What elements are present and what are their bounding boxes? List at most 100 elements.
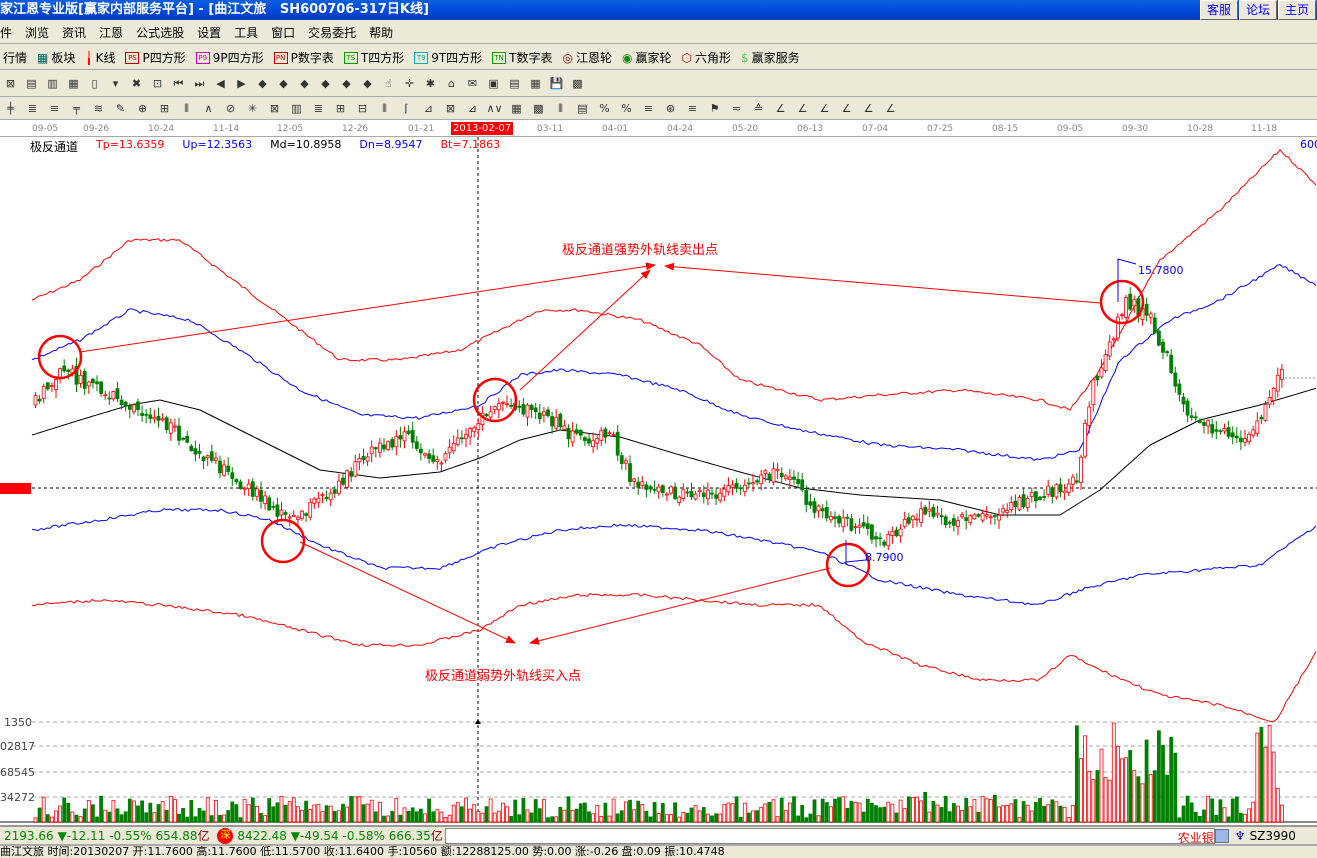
toolbar-button[interactable]: T9 9T四方形	[414, 49, 482, 66]
tool-icon[interactable]: ⊡	[152, 77, 163, 90]
tool-icon[interactable]: ╪	[7, 102, 14, 115]
tool-icon[interactable]: ✛	[404, 77, 415, 90]
tool-icon[interactable]: ▩	[533, 102, 544, 115]
scroll-news-box[interactable]: 农业银	[444, 827, 1215, 845]
tool-icon[interactable]: ▣	[488, 77, 499, 90]
toolbar-button[interactable]: TN T数字表	[492, 49, 553, 66]
tool-icon[interactable]: ⊠	[269, 102, 280, 115]
menu-item[interactable]: 资讯	[62, 26, 87, 40]
tool-icon[interactable]: ∧∨	[486, 102, 503, 115]
volume-bar	[1239, 812, 1243, 823]
tool-icon[interactable]: ⊠	[445, 102, 456, 115]
tool-icon[interactable]: ⊘	[225, 102, 236, 115]
tool-icon[interactable]: ◆	[300, 77, 309, 90]
tool-icon[interactable]: ⦀	[382, 102, 387, 115]
tool-icon[interactable]: ◆	[258, 77, 267, 90]
tool-icon[interactable]: ⊞	[335, 102, 346, 115]
tool-icon[interactable]: ≂	[731, 102, 742, 115]
tool-icon[interactable]: ◆	[321, 77, 330, 90]
toolbar-button[interactable]: 行情	[0, 49, 27, 66]
tool-icon[interactable]: 💾	[549, 77, 564, 90]
tool-icon[interactable]: ▦	[530, 77, 541, 90]
tool-icon[interactable]: ≡	[687, 102, 698, 115]
tool-icon[interactable]: ⚑	[709, 102, 720, 115]
tool-icon[interactable]: ☝	[385, 77, 392, 90]
homepage-button[interactable]: 主页	[1278, 0, 1316, 20]
tool-icon[interactable]: %	[599, 102, 610, 115]
tool-icon[interactable]: ◀	[216, 77, 225, 90]
menu-item[interactable]: 江恩	[99, 26, 124, 40]
tool-icon[interactable]: ∠	[885, 102, 896, 115]
tool-icon[interactable]: ╤	[73, 102, 80, 115]
tool-icon[interactable]: ≙	[753, 102, 764, 115]
toolbar-button[interactable]: ◉ 赢家轮	[622, 49, 672, 66]
tool-icon[interactable]: ⊞	[159, 102, 170, 115]
toolbar-button[interactable]: ⬡ 六角形	[682, 49, 732, 66]
tool-icon[interactable]: ⊿	[467, 102, 478, 115]
menu-item[interactable]: 浏览	[25, 26, 50, 40]
tool-icon[interactable]: ▥	[291, 102, 302, 115]
tool-icon[interactable]: ◆	[279, 77, 288, 90]
toolbar-button[interactable]: P9 9P四方形	[195, 49, 264, 66]
toolbar-button[interactable]: ╽ K线	[85, 49, 115, 66]
tool-icon[interactable]: ⏮	[173, 77, 184, 90]
tool-icon[interactable]: ≡	[643, 102, 654, 115]
tool-icon[interactable]: ⊿	[423, 102, 434, 115]
tool-icon[interactable]: ⌈	[404, 102, 409, 115]
tool-icon[interactable]: ⊠	[5, 77, 16, 90]
menu-item[interactable]: 交易委托	[308, 26, 357, 40]
spin-button[interactable]	[1214, 828, 1229, 843]
tool-icon[interactable]: ∠	[819, 102, 830, 115]
toolbar-button[interactable]: ▦ 板块	[37, 49, 75, 66]
tool-icon[interactable]: ≣	[313, 102, 324, 115]
tool-icon[interactable]: ▤	[26, 77, 37, 90]
menu-item[interactable]: 工具	[234, 26, 259, 40]
tool-icon[interactable]: ≣	[27, 102, 38, 115]
tool-icon[interactable]: ∠	[863, 102, 874, 115]
kline-chart[interactable]: 1350 02817 68545 34272 极反通道强势外轨线卖出点极反通道弱势外轨线…	[0, 0, 1317, 825]
tool-icon[interactable]: ◆	[363, 77, 372, 90]
tool-icon[interactable]: ▩	[572, 77, 583, 90]
tool-icon[interactable]: ▦	[68, 77, 79, 90]
tool-icon[interactable]: ✖	[131, 77, 142, 90]
tool-icon[interactable]: ▶	[237, 77, 246, 90]
tool-icon[interactable]: ▦	[511, 102, 522, 115]
tool-icon[interactable]: ✉	[467, 77, 478, 90]
toolbar-button[interactable]: TS T四方形	[343, 49, 404, 66]
toolbar-button[interactable]: PS P四方形	[125, 49, 186, 66]
tool-icon[interactable]: ≡	[49, 102, 60, 115]
tool-icon[interactable]: ⊛	[665, 102, 676, 115]
menu-item[interactable]: 帮助	[369, 26, 394, 40]
tool-icon[interactable]: ✎	[115, 102, 126, 115]
tool-icon[interactable]: ⌂	[448, 77, 455, 90]
tool-icon[interactable]: ⊟	[357, 102, 368, 115]
tool-icon[interactable]: ▤	[577, 102, 588, 115]
tool-icon[interactable]: ✳	[247, 102, 258, 115]
tool-icon[interactable]: ⦀	[184, 102, 189, 115]
tool-icon[interactable]: ∠	[797, 102, 808, 115]
tool-icon[interactable]: ≋	[93, 102, 104, 115]
menu-item[interactable]: 公式选股	[136, 26, 185, 40]
tool-icon[interactable]: ▤	[509, 77, 520, 90]
tool-icon[interactable]: ∠	[841, 102, 852, 115]
tool-icon[interactable]: ∠	[775, 102, 786, 115]
tool-icon[interactable]: ▯	[91, 77, 98, 90]
tool-icon[interactable]: ▥	[47, 77, 58, 90]
tool-icon[interactable]: ⦀	[558, 102, 563, 115]
tool-icon[interactable]: ∧	[204, 102, 213, 115]
tool-icon[interactable]: ✱	[425, 77, 436, 90]
toolbar-button[interactable]: ◎ 江恩轮	[563, 49, 613, 66]
candle-body	[140, 412, 145, 417]
forum-button[interactable]: 论坛	[1239, 0, 1277, 20]
tool-icon[interactable]: ▾	[112, 77, 119, 90]
menu-item[interactable]: 窗口	[271, 26, 296, 40]
toolbar-button[interactable]: $ 赢家服务	[741, 49, 800, 66]
tool-icon[interactable]: ⏭	[194, 77, 205, 90]
toolbar-button[interactable]: PN P数字表	[273, 49, 334, 66]
menu-item[interactable]: 件	[0, 26, 13, 40]
customer-service-button[interactable]: 客服	[1200, 0, 1238, 20]
tool-icon[interactable]: %	[621, 102, 632, 115]
tool-icon[interactable]: ◆	[342, 77, 351, 90]
menu-item[interactable]: 设置	[197, 26, 222, 40]
tool-icon[interactable]: ⊕	[137, 102, 148, 115]
